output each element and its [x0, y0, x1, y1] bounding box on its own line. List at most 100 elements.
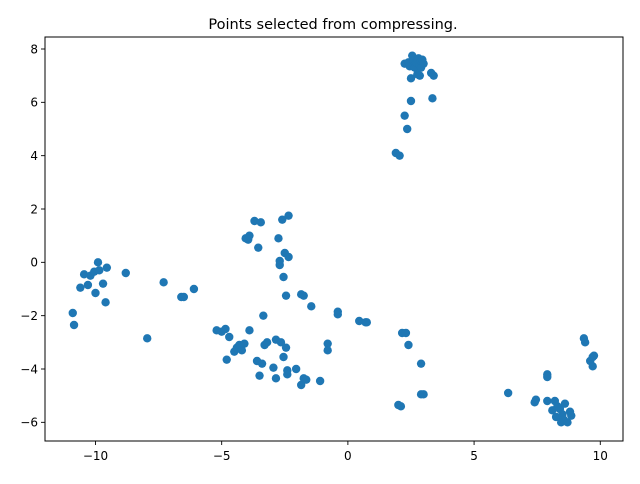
data-point — [543, 396, 552, 406]
data-point — [281, 343, 291, 352]
data-point — [503, 388, 513, 398]
data-point — [362, 318, 372, 327]
data-point — [101, 298, 110, 307]
data-point — [279, 272, 288, 282]
data-point — [355, 316, 364, 326]
data-point — [278, 215, 287, 224]
data-point — [269, 363, 278, 372]
data-point — [406, 96, 416, 106]
data-point — [257, 359, 267, 368]
data-point — [245, 231, 254, 240]
data-point — [403, 124, 412, 134]
data-point — [560, 399, 570, 408]
data-point — [256, 218, 265, 227]
x-axis: −10 −5 0 5 10 — [83, 441, 608, 463]
data-point — [404, 340, 413, 350]
data-point — [259, 311, 268, 320]
data-points-group — [68, 51, 599, 427]
data-point — [245, 326, 254, 335]
data-point — [68, 308, 77, 318]
data-point — [276, 338, 286, 347]
x-tick-label: 5 — [470, 449, 478, 463]
y-tick-label: −6 — [20, 416, 38, 430]
data-point — [531, 395, 541, 404]
data-point — [102, 263, 112, 272]
data-point — [262, 338, 272, 347]
data-point — [271, 374, 281, 383]
y-tick-label: −2 — [20, 309, 38, 323]
data-point — [296, 380, 306, 390]
data-point — [401, 328, 411, 338]
y-tick-label: 4 — [30, 149, 38, 163]
chart-title: Points selected from compressing. — [208, 17, 457, 33]
data-point — [179, 292, 189, 302]
data-point — [254, 243, 263, 252]
data-point — [121, 268, 130, 278]
data-point — [563, 418, 572, 427]
y-tick-label: 6 — [30, 96, 38, 110]
data-point — [416, 359, 426, 368]
data-point — [333, 310, 342, 319]
data-point — [79, 270, 89, 279]
data-point — [83, 280, 93, 290]
data-point — [255, 371, 264, 380]
data-point — [91, 288, 100, 298]
data-point — [284, 211, 293, 220]
data-point — [274, 234, 283, 243]
data-point — [580, 338, 590, 347]
data-point — [400, 111, 409, 120]
data-point — [567, 411, 576, 420]
data-point — [275, 260, 284, 270]
data-point — [588, 362, 597, 371]
y-tick-label: 8 — [30, 42, 38, 56]
data-point — [589, 351, 599, 360]
data-point — [419, 59, 428, 68]
y-axis: −6 −4 −2 0 2 4 6 8 — [20, 42, 45, 430]
data-point — [302, 375, 311, 384]
y-tick-label: 0 — [30, 256, 38, 270]
data-point — [323, 339, 332, 348]
x-tick-label: −10 — [83, 449, 108, 463]
data-point — [93, 258, 103, 267]
data-point — [396, 402, 406, 411]
data-point — [240, 339, 249, 348]
data-point — [551, 412, 561, 422]
data-point — [159, 278, 168, 287]
data-point — [291, 364, 301, 374]
data-point — [76, 283, 85, 292]
data-point — [406, 74, 416, 83]
data-point — [283, 370, 292, 379]
data-point — [428, 94, 437, 103]
data-point — [237, 346, 247, 355]
data-point — [279, 352, 288, 362]
data-point — [284, 252, 293, 262]
data-point — [395, 151, 404, 160]
data-point — [221, 324, 230, 334]
x-tick-label: −5 — [213, 449, 231, 463]
data-point — [429, 71, 438, 80]
data-point — [281, 291, 291, 300]
x-tick-label: 0 — [344, 449, 352, 463]
data-point — [98, 279, 108, 288]
data-point — [543, 372, 552, 382]
data-point — [323, 346, 332, 355]
y-tick-label: −4 — [20, 362, 38, 376]
y-tick-label: 2 — [30, 202, 38, 216]
data-point — [415, 71, 425, 80]
data-point — [419, 390, 428, 399]
data-point — [299, 291, 308, 300]
data-point — [143, 334, 152, 343]
data-point — [69, 320, 79, 330]
data-point — [225, 332, 234, 342]
data-point — [95, 266, 104, 275]
plot-frame — [44, 36, 624, 442]
data-point — [250, 216, 259, 226]
data-point — [307, 302, 316, 311]
data-point — [315, 376, 325, 386]
x-tick-label: 10 — [593, 449, 608, 463]
data-point — [189, 284, 199, 294]
data-point — [222, 355, 231, 364]
